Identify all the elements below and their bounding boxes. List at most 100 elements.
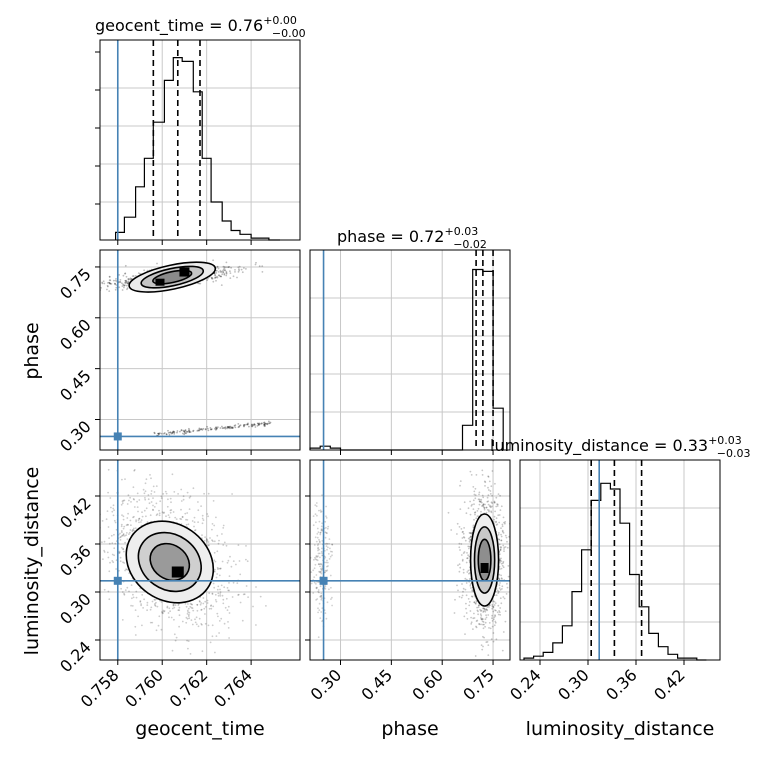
joint-geocent-time-vs-phase-tail-sample — [250, 425, 253, 427]
joint-geocent-time-vs-phase-sample — [211, 277, 214, 280]
joint-geocent-time-vs-luminosity-distance-sample — [145, 478, 148, 481]
joint-geocent-time-vs-phase-sample — [115, 278, 117, 280]
title-luminosity-distance: luminosity_distance = 0.33+0.03 −0.03 — [490, 434, 751, 460]
joint-geocent-time-vs-luminosity-distance-sample — [150, 477, 152, 480]
joint-geocent-time-vs-luminosity-distance-sample — [182, 498, 185, 501]
joint-geocent-time-vs-phase-tail-sample — [167, 431, 170, 434]
joint-geocent-time-vs-phase-sample — [121, 285, 124, 287]
joint-phase-vs-luminosity-distance-sample — [319, 511, 322, 513]
joint-geocent-time-vs-phase-sample — [124, 279, 127, 282]
joint-phase-vs-luminosity-distance-sample — [494, 510, 496, 513]
joint-geocent-time-vs-luminosity-distance-sample — [149, 621, 152, 624]
joint-geocent-time-vs-luminosity-distance-sample — [217, 592, 220, 595]
joint-geocent-time-vs-luminosity-distance-sample — [212, 582, 215, 585]
joint-phase-vs-luminosity-distance-sample — [499, 509, 502, 511]
joint-phase-vs-luminosity-distance-sample — [500, 567, 503, 570]
joint-geocent-time-vs-luminosity-distance-xtick-label-1: 0.760 — [121, 665, 167, 711]
joint-phase-vs-luminosity-distance-sample — [499, 607, 502, 609]
joint-phase-vs-luminosity-distance-sample — [314, 558, 317, 560]
joint-phase-vs-luminosity-distance-sample — [497, 533, 500, 536]
joint-geocent-time-vs-luminosity-distance-sample — [222, 527, 225, 529]
joint-geocent-time-vs-luminosity-distance-sample — [220, 617, 223, 620]
joint-geocent-time-vs-phase-sample — [50, 292, 52, 294]
joint-phase-vs-luminosity-distance-sample — [495, 609, 497, 612]
joint-phase-vs-luminosity-distance-sample — [486, 500, 489, 503]
joint-phase-vs-luminosity-distance-sample — [500, 602, 503, 605]
joint-geocent-time-vs-luminosity-distance-sample — [78, 480, 80, 482]
joint-phase-vs-luminosity-distance-sample — [487, 614, 490, 616]
joint-geocent-time-vs-phase-contour-1 — [140, 265, 205, 289]
joint-geocent-time-vs-phase-tail-sample — [157, 432, 159, 435]
joint-geocent-time-vs-phase-tail-sample — [243, 424, 245, 426]
joint-geocent-time-vs-phase-tail-sample — [160, 432, 163, 435]
joint-phase-vs-luminosity-distance-sample — [493, 500, 496, 503]
joint-geocent-time-vs-phase-tail-sample — [257, 423, 260, 426]
joint-phase-vs-luminosity-distance-sample — [468, 555, 471, 558]
joint-geocent-time-vs-luminosity-distance-sample — [112, 507, 115, 510]
joint-phase-vs-luminosity-distance-sample — [316, 536, 319, 539]
joint-geocent-time-vs-phase-sample — [222, 271, 225, 274]
joint-geocent-time-vs-luminosity-distance-sample — [255, 624, 257, 626]
joint-phase-vs-luminosity-distance-sample — [483, 623, 485, 626]
joint-geocent-time-vs-phase-tail-sample — [180, 429, 183, 431]
joint-phase-vs-luminosity-distance-sample — [474, 511, 476, 514]
joint-geocent-time-vs-luminosity-distance-sample — [171, 649, 174, 652]
joint-geocent-time-vs-luminosity-distance-sample — [219, 588, 221, 591]
joint-phase-vs-luminosity-distance-frame — [309, 459, 511, 661]
joint-phase-vs-luminosity-distance-xtick-label-3: 0.75 — [459, 665, 498, 704]
joint-phase-vs-luminosity-distance-sample — [495, 496, 498, 499]
joint-geocent-time-vs-luminosity-distance-sample — [145, 515, 147, 518]
joint-phase-vs-luminosity-distance-sample — [501, 525, 504, 528]
joint-geocent-time-vs-luminosity-distance-sample — [123, 593, 126, 596]
joint-geocent-time-vs-phase-tail-sample — [183, 430, 186, 433]
joint-phase-vs-luminosity-distance-sample — [480, 498, 483, 501]
joint-geocent-time-vs-luminosity-distance-sample — [150, 493, 153, 495]
joint-geocent-time-vs-luminosity-distance-sample — [221, 594, 224, 597]
joint-phase-vs-luminosity-distance-sample — [490, 506, 492, 509]
joint-geocent-time-vs-phase-sample — [229, 277, 232, 279]
joint-geocent-time-vs-phase-tail-sample — [188, 430, 191, 433]
joint-phase-vs-luminosity-distance-sample — [492, 605, 495, 608]
joint-geocent-time-vs-phase-tail-sample — [182, 429, 185, 432]
joint-geocent-time-vs-luminosity-distance-sample — [161, 610, 164, 613]
joint-geocent-time-vs-luminosity-distance-sample — [126, 586, 129, 589]
joint-phase-vs-luminosity-distance-sample — [486, 609, 489, 612]
joint-phase-vs-luminosity-distance-sample — [317, 589, 320, 591]
joint-phase-vs-luminosity-distance-sample — [506, 546, 509, 549]
joint-geocent-time-vs-luminosity-distance-sample — [129, 519, 132, 522]
joint-phase-vs-luminosity-distance-sample — [320, 529, 323, 532]
joint-geocent-time-vs-luminosity-distance-sample — [154, 599, 157, 601]
joint-geocent-time-vs-luminosity-distance-sample — [259, 595, 262, 598]
joint-geocent-time-vs-luminosity-distance-sample — [156, 513, 159, 515]
joint-geocent-time-vs-phase-sample — [119, 279, 122, 281]
joint-geocent-time-vs-luminosity-distance-sample — [121, 534, 123, 537]
joint-geocent-time-vs-phase-sample — [125, 284, 128, 287]
joint-geocent-time-vs-phase-sample — [220, 275, 223, 278]
joint-geocent-time-vs-luminosity-distance-sample — [163, 610, 166, 612]
joint-geocent-time-vs-phase-sample — [225, 274, 228, 277]
joint-geocent-time-vs-luminosity-distance-sample — [187, 615, 190, 617]
joint-geocent-time-vs-luminosity-distance-sample — [134, 634, 137, 636]
joint-phase-vs-luminosity-distance-sample — [310, 571, 313, 573]
joint-geocent-time-vs-luminosity-distance-sample — [166, 505, 169, 508]
title-luminosity-distance-sup: +0.03 — [708, 434, 742, 447]
joint-phase-vs-luminosity-distance-sample — [470, 623, 473, 625]
joint-phase-vs-luminosity-distance-sample — [499, 548, 502, 550]
joint-geocent-time-vs-phase-tail-sample — [199, 428, 202, 431]
joint-geocent-time-vs-phase-tail-sample — [231, 427, 234, 429]
joint-phase-vs-luminosity-distance-sample — [461, 531, 464, 533]
joint-geocent-time-vs-luminosity-distance-sample — [135, 590, 138, 593]
joint-phase-vs-luminosity-distance-sample — [464, 539, 467, 542]
joint-geocent-time-vs-phase-sample — [229, 270, 231, 273]
joint-geocent-time-vs-phase-tail-sample — [227, 426, 230, 429]
joint-phase-vs-luminosity-distance-sample — [501, 564, 504, 567]
joint-geocent-time-vs-luminosity-distance-sample — [158, 512, 161, 515]
joint-phase-vs-luminosity-distance-sample — [465, 561, 468, 564]
joint-phase-vs-luminosity-distance-sample — [315, 540, 318, 543]
joint-geocent-time-vs-luminosity-distance-sample — [177, 604, 180, 607]
joint-geocent-time-vs-luminosity-distance-sample — [206, 599, 209, 602]
joint-phase-vs-luminosity-distance-sample — [505, 536, 508, 539]
joint-geocent-time-vs-phase-tail-sample — [224, 427, 227, 430]
joint-geocent-time-vs-phase-tail-sample — [188, 431, 191, 433]
joint-geocent-time-vs-phase-contour-2 — [152, 269, 193, 285]
